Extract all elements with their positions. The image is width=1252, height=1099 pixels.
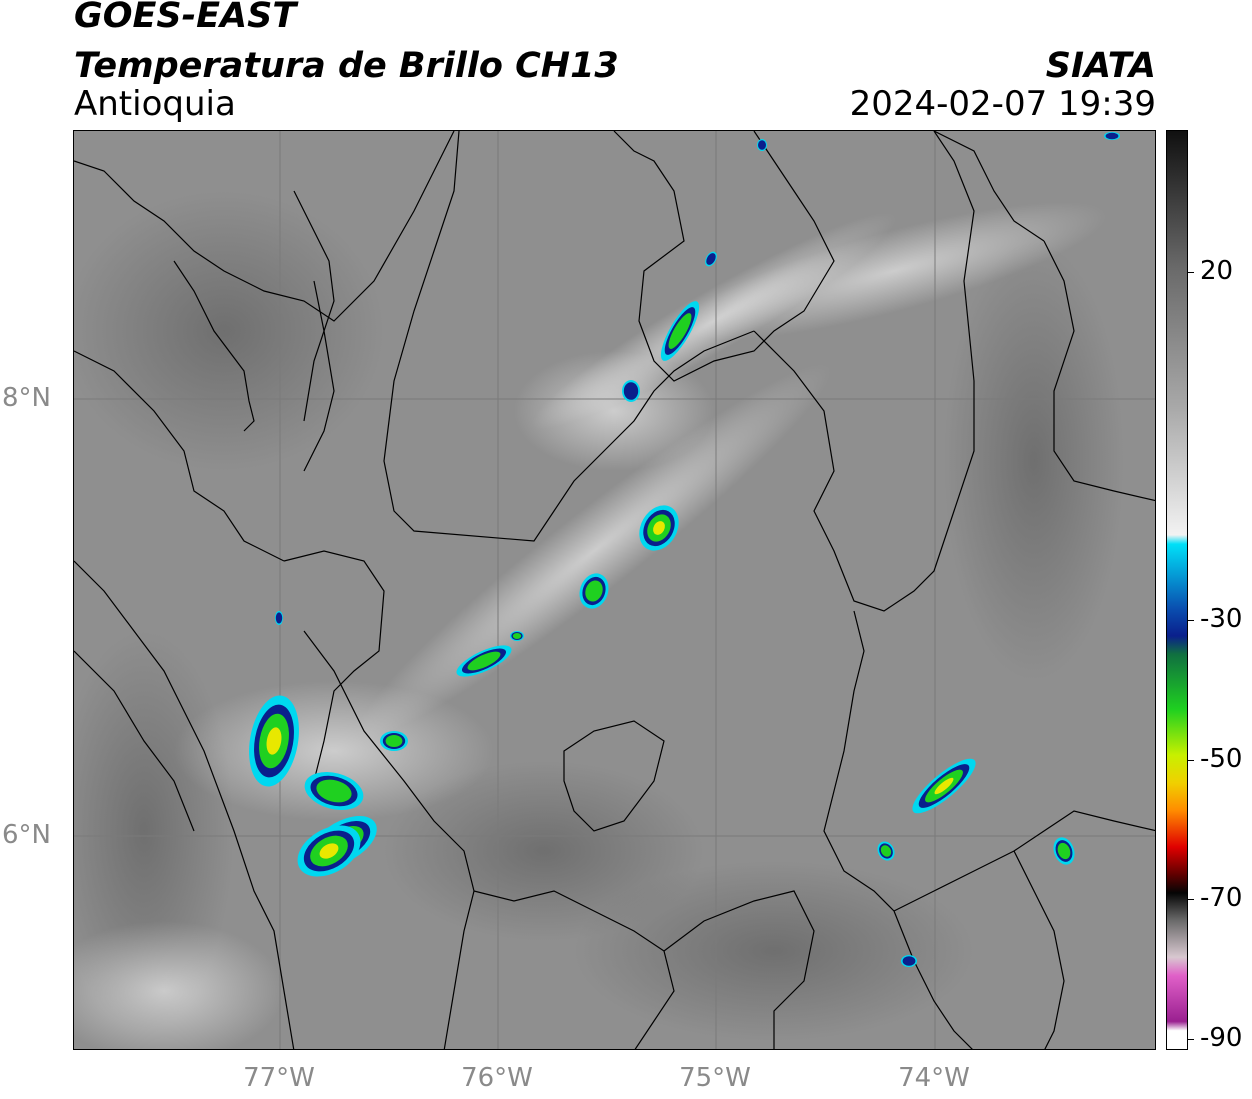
region-label: Antioquia [74, 84, 236, 124]
colorbar-label-minus90: -90 [1200, 1023, 1243, 1053]
colorbar-label-20: 20 [1200, 256, 1234, 286]
cloud-core [579, 573, 609, 609]
lat-label-6n: 6°N [2, 820, 51, 850]
cloud-band [74, 202, 1107, 1049]
map-gridlines [74, 131, 1155, 1049]
colorbar-tick [1188, 760, 1194, 761]
cloud-core [1053, 837, 1075, 865]
cloud-core [249, 695, 299, 787]
colorbar-label-minus30: -30 [1200, 604, 1243, 634]
cloud-core [275, 611, 283, 625]
lon-label-76w: 76°W [461, 1063, 533, 1093]
cloud-core [757, 139, 767, 151]
cloud-core [660, 301, 700, 361]
dark-cloud-patch [574, 861, 974, 1041]
colorbar-tick [1188, 620, 1194, 621]
colorbar [1166, 130, 1188, 1050]
title-product: Temperatura de Brillo CH13 [74, 46, 619, 86]
cloud-core [705, 251, 717, 267]
political-borders [74, 131, 1155, 1049]
cloud-core [304, 771, 364, 811]
cloud-core [901, 955, 917, 967]
cloud-core [297, 825, 361, 877]
colorbar-label-minus70: -70 [1200, 883, 1243, 913]
cloud-core [622, 380, 640, 402]
colorbar-tick [1188, 272, 1194, 273]
timestamp: 2024-02-07 19:39 [849, 84, 1156, 124]
dark-cloud-patch [944, 241, 1124, 681]
cloud-core [877, 841, 895, 861]
lat-label-8n: 8°N [2, 383, 51, 413]
lon-label-75w: 75°W [679, 1063, 751, 1093]
cloud-core [456, 645, 512, 677]
colorbar-label-minus50: -50 [1200, 744, 1243, 774]
colorbar-tick [1188, 899, 1194, 900]
dark-cloud-patch [74, 191, 384, 471]
cloud-core [380, 731, 408, 751]
cloud-core [510, 631, 524, 641]
cloud-core [912, 758, 976, 814]
title-satellite: GOES-EAST [74, 0, 297, 36]
colorbar-tick [1188, 1039, 1194, 1040]
organization-label: SIATA [1045, 46, 1156, 86]
satellite-map[interactable] [73, 130, 1156, 1050]
cloud-core [1104, 132, 1120, 140]
convective-cores [249, 132, 1120, 967]
lon-label-74w: 74°W [898, 1063, 970, 1093]
lon-label-77w: 77°W [243, 1063, 315, 1093]
map-canvas [74, 131, 1155, 1049]
cloud-core [639, 505, 679, 551]
